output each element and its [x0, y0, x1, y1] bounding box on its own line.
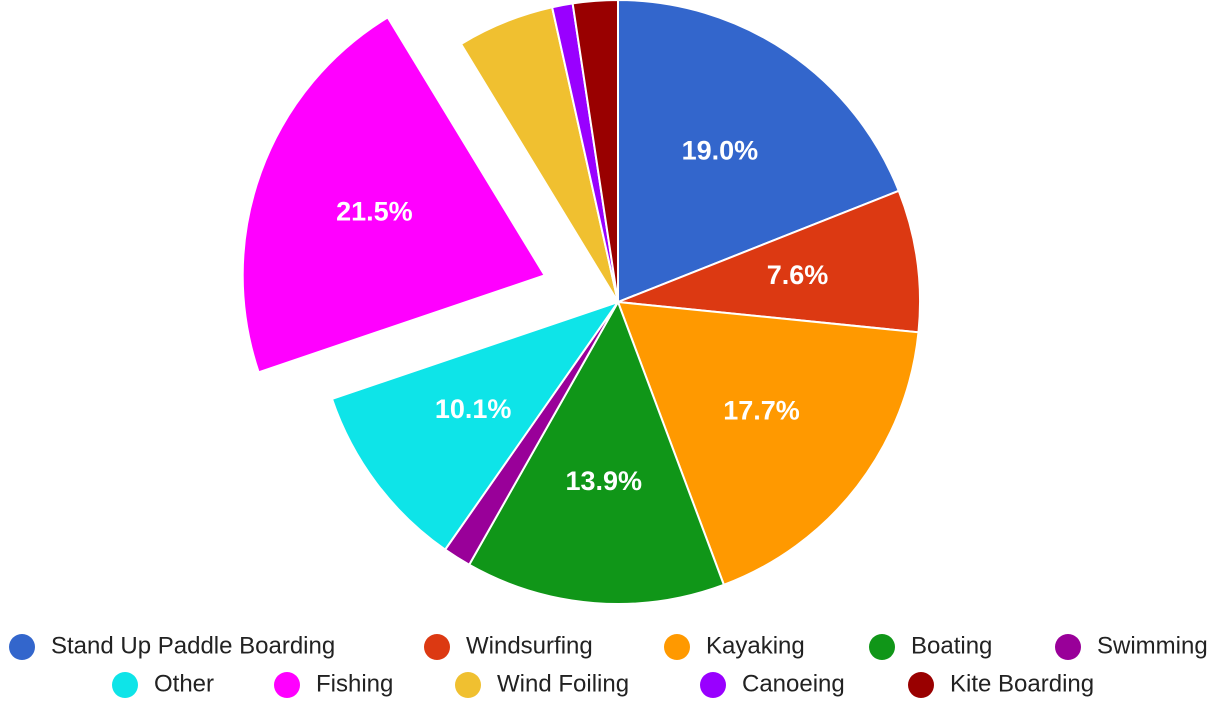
pie-slice	[467, 299, 726, 605]
slice-label: 17.7%	[723, 396, 800, 426]
legend-label: Kite Boarding	[950, 670, 1094, 697]
slice-label: 13.9%	[566, 466, 643, 496]
slice-label: 19.0%	[682, 135, 759, 165]
legend-swatch	[455, 672, 481, 698]
legend-label: Fishing	[316, 670, 393, 697]
legend-swatch	[424, 634, 450, 660]
legend-label: Other	[154, 670, 214, 697]
pie-slice	[616, 300, 920, 587]
legend-swatch	[274, 672, 300, 698]
legend-label: Swimming	[1097, 632, 1208, 659]
pie-slice	[617, 189, 921, 334]
slice-label: 21.5%	[336, 197, 413, 227]
slice-label: 10.1%	[435, 394, 512, 424]
legend-swatch	[1055, 634, 1081, 660]
pie-slice	[241, 15, 547, 374]
legend-swatch	[700, 672, 726, 698]
legend-label: Stand Up Paddle Boarding	[51, 632, 335, 659]
slice-label: 7.6%	[767, 260, 829, 290]
legend-label: Windsurfing	[466, 632, 593, 659]
pie-slice	[571, 0, 619, 303]
legend-label: Boating	[911, 632, 992, 659]
legend-swatch	[9, 634, 35, 660]
legend-swatch	[869, 634, 895, 660]
legend-swatch	[112, 672, 138, 698]
legend-swatch	[664, 634, 690, 660]
legend-label: Canoeing	[742, 670, 845, 697]
legend-swatch	[908, 672, 934, 698]
legend-label: Kayaking	[706, 632, 805, 659]
pie-slice	[617, 0, 901, 304]
legend-label: Wind Foiling	[497, 670, 629, 697]
pie-slice	[330, 300, 621, 552]
